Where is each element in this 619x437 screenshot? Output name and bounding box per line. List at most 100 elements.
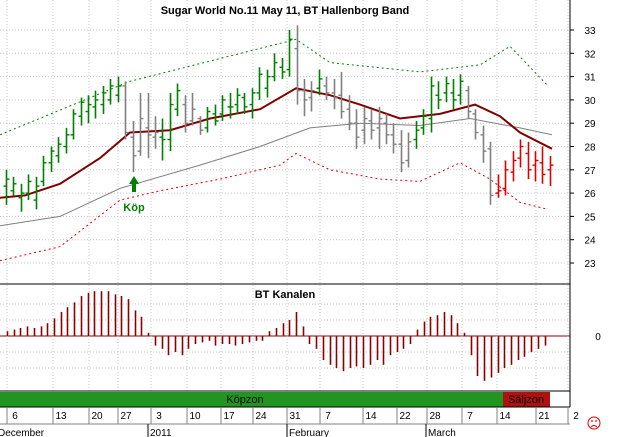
price-y-tick-labels: 23 24 25 26 27 28 29 30 31 32 33 xyxy=(584,26,596,270)
price-tick-label: 23 xyxy=(584,259,596,270)
ohlc-bar xyxy=(234,88,241,114)
buy-arrow-icon xyxy=(129,176,139,192)
zone-bar: Köpzon Säljzon xyxy=(0,392,550,407)
x-tick-label: 7 xyxy=(325,411,331,422)
ohlc-bar xyxy=(204,106,211,133)
price-tick-label: 31 xyxy=(584,73,596,84)
ohlc-bar xyxy=(398,130,405,173)
ohlc-bar xyxy=(413,120,420,149)
ohlc-bar xyxy=(78,97,85,126)
price-tick-label: 30 xyxy=(584,96,596,107)
ohlc-bar xyxy=(107,78,114,105)
ohlc-bar xyxy=(525,141,532,180)
sell-zone-label: Säljzon xyxy=(508,394,544,406)
ohlc-bar xyxy=(286,30,293,77)
ohlc-bar xyxy=(167,92,174,152)
ohlc-bar xyxy=(465,85,472,119)
oscillator-tick-label: 0 xyxy=(595,332,601,343)
buy-signal: Köp xyxy=(123,176,145,214)
sell-zone xyxy=(503,392,550,407)
ohlc-bar xyxy=(323,76,330,100)
vertical-gridlines xyxy=(6,0,569,391)
price-tick-label: 29 xyxy=(584,119,596,130)
ohlc-bar xyxy=(450,78,457,110)
x-day-tick-labels: 6 13 20 27 3 10 17 24 31 7 14 22 28 7 14 21 2 xyxy=(6,407,579,424)
ohlc-bar xyxy=(338,71,345,119)
ohlc-bar xyxy=(18,183,25,212)
ohlc-bar xyxy=(316,69,323,96)
ohlc-bar xyxy=(227,92,234,119)
ohlc-bar xyxy=(48,146,55,173)
price-tick-label: 27 xyxy=(584,166,596,177)
ohlc-bar xyxy=(197,116,204,135)
x-tick-label: 17 xyxy=(223,411,235,422)
ohlc-bar xyxy=(368,109,375,140)
ohlc-bar xyxy=(353,109,360,149)
ohlc-bar xyxy=(457,74,464,105)
ohlc-bar xyxy=(480,125,487,163)
price-chart-title: Sugar World No.11 May 11, BT Hallenborg … xyxy=(161,5,410,17)
ohlc-bar xyxy=(212,104,219,126)
ohlc-bar xyxy=(472,109,479,140)
ohlc-bar xyxy=(85,95,92,124)
ohlc-bar xyxy=(301,78,308,117)
ohlc-bar xyxy=(115,76,122,103)
ohlc-bar xyxy=(376,106,383,149)
x-tick-label: 13 xyxy=(55,411,67,422)
x-tick-label: 20 xyxy=(91,411,103,422)
ohlc-bar xyxy=(182,95,189,133)
ohlc-bar xyxy=(137,92,144,156)
ohlc-bar xyxy=(308,81,315,112)
x-tick-label: 24 xyxy=(255,411,267,422)
buy-zone-label: Köpzon xyxy=(226,394,263,406)
ohlc-bar xyxy=(92,90,99,119)
price-tick-label: 24 xyxy=(584,236,596,247)
ohlc-bar xyxy=(219,95,226,121)
ohlc-bar xyxy=(25,174,32,201)
ohlc-bar xyxy=(435,81,442,110)
price-tick-label: 25 xyxy=(584,212,596,223)
x-month-labels: December 2011 February March xyxy=(0,424,456,437)
ohlc-bar xyxy=(174,83,181,117)
ohlc-bar xyxy=(152,116,159,149)
ohlc-bar xyxy=(390,123,397,154)
ohlc-bar xyxy=(264,69,271,98)
ohlc-bar xyxy=(405,132,412,168)
ohlc-bar xyxy=(294,25,301,105)
x-tick-label: 31 xyxy=(289,411,301,422)
ohlc-bar xyxy=(40,155,47,187)
ohlc-bar xyxy=(517,139,524,168)
lower-band-line xyxy=(0,117,553,227)
ohlc-bar xyxy=(122,81,129,140)
x-tick-label: 6 xyxy=(12,411,18,422)
x-tick-label: 2 xyxy=(573,411,579,422)
ohlc-bar xyxy=(271,53,278,82)
price-bars xyxy=(3,25,554,212)
ohlc-bar xyxy=(428,76,435,133)
ohlc-bar xyxy=(63,127,70,154)
x-tick-label: 22 xyxy=(399,411,411,422)
ohlc-bar xyxy=(443,76,450,103)
middle-band-line xyxy=(0,87,553,199)
ohlc-bar xyxy=(256,67,263,100)
ohlc-bar xyxy=(279,57,286,79)
sad-face-icon xyxy=(587,416,601,430)
ohlc-bar xyxy=(55,137,62,163)
ohlc-bar xyxy=(70,109,77,140)
ohlc-bar xyxy=(510,151,517,182)
oscillator-y-tick-labels: 0 xyxy=(595,332,601,343)
x-month-label: December xyxy=(0,428,45,437)
ohlc-bar xyxy=(487,141,494,205)
x-tick-label: 21 xyxy=(538,411,550,422)
lower-dotted-band-line xyxy=(0,152,549,262)
ohlc-bar xyxy=(159,118,166,161)
x-tick-label: 14 xyxy=(499,411,511,422)
price-tick-label: 33 xyxy=(584,26,596,37)
ohlc-bar xyxy=(532,151,539,182)
ohlc-bar xyxy=(346,95,353,131)
ohlc-bar xyxy=(10,176,17,196)
x-tick-label: 7 xyxy=(467,411,473,422)
x-month-label: March xyxy=(428,428,456,437)
